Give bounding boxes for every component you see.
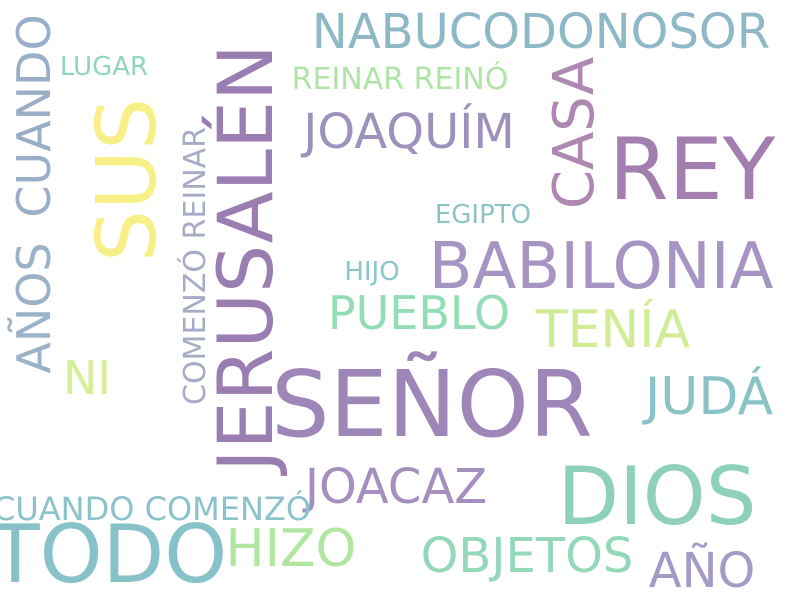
word-rey: REY <box>608 120 776 220</box>
word-ni: NI <box>63 351 111 405</box>
word-anos: AÑOS <box>7 242 61 374</box>
word-joaquim: JOAQUÍM <box>303 104 515 160</box>
word-objetos: OBJETOS <box>420 528 634 584</box>
word-lugar: LUGAR <box>59 52 149 82</box>
word-todo: TODO <box>0 508 228 600</box>
word-dios: DIOS <box>557 450 757 543</box>
word-jerusalen: JERUSALÉN <box>201 44 290 472</box>
word-reinar-reino: REINAR REINÓ <box>291 62 509 97</box>
word-pueblo: PUEBLO <box>327 286 511 340</box>
word-cuando-comenzo: CUANDO COMENZÓ <box>0 490 311 528</box>
word-hijo: HIJO <box>344 257 400 287</box>
word-casa: CASA <box>542 56 607 210</box>
word-senor: SEÑOR <box>271 351 593 458</box>
word-nabucodonosor: NABUCODONOSOR <box>311 4 771 60</box>
word-ano: AÑO <box>648 543 756 599</box>
word-sus: SUS <box>80 97 175 263</box>
word-joacaz: JOACAZ <box>304 459 488 515</box>
word-egipto: EGIPTO <box>434 200 532 230</box>
word-juda: JUDÁ <box>644 367 774 427</box>
word-hizo: HIZO <box>225 519 357 579</box>
word-babilonia: BABILONIA <box>428 230 774 304</box>
word-cuando-vertical: CUANDO <box>7 14 61 218</box>
word-comenzo-reinar: COMENZÓ REINAR <box>178 127 213 405</box>
word-tenia: TENÍA <box>535 300 691 360</box>
